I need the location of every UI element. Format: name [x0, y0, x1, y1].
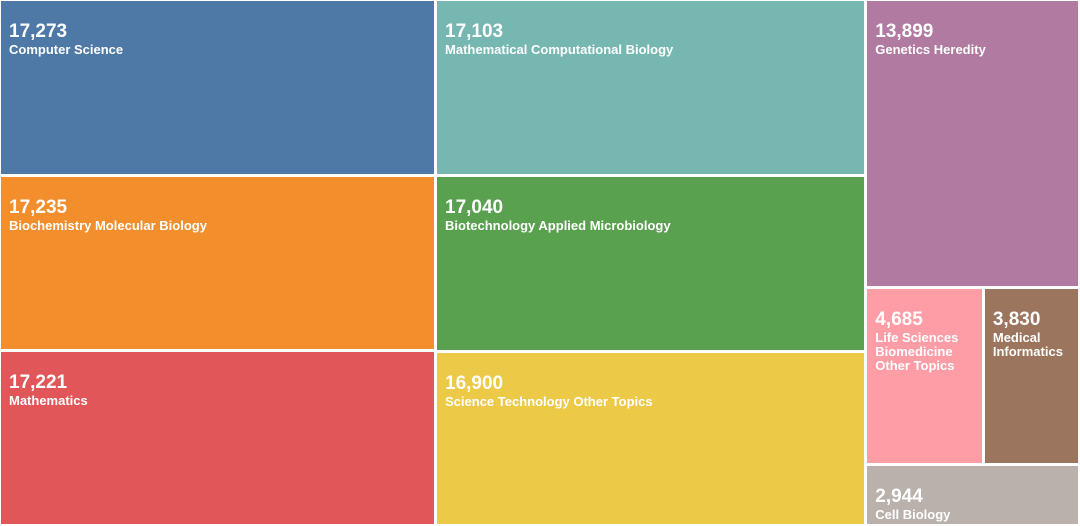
- tile-label: Genetics Heredity: [875, 42, 986, 57]
- tile-value: 17,103: [445, 21, 504, 42]
- tile-label: Science Technology Other Topics: [445, 393, 653, 409]
- tile-label: Cell Biology: [875, 506, 951, 522]
- tile-label: Mathematical Computational Biology: [445, 42, 674, 57]
- tile-label: Life Sciences Biomedicine Other Topics: [875, 330, 959, 374]
- tile-genetics-heredity[interactable]: 13,899 Genetics Heredity: [867, 1, 1078, 287]
- tile-cell-biology[interactable]: 2,944 Cell Biology: [867, 465, 1078, 524]
- tile-biochemistry-molecular-biology[interactable]: 17,235 Biochemistry Molecular Biology: [1, 176, 435, 349]
- tile-label: Computer Science: [9, 42, 124, 57]
- tile-value: 2,944: [875, 485, 923, 507]
- tile-mathematical-computational-biology[interactable]: 17,103 Mathematical Computational Biology: [437, 1, 865, 175]
- tile-label: Biotechnology Applied Microbiology: [445, 218, 671, 234]
- tile-value: 17,273: [9, 21, 68, 42]
- tile-value: 17,221: [9, 371, 68, 393]
- tile-label: Mathematics: [9, 392, 88, 408]
- tile-value: 13,899: [875, 21, 934, 42]
- tile-label: Biochemistry Molecular Biology: [9, 217, 207, 233]
- tile-computer-science[interactable]: 17,273 Computer Science: [1, 1, 435, 174]
- tile-label: Medical Informatics: [992, 330, 1063, 360]
- tile-value: 16,900: [445, 372, 504, 394]
- tile-science-technology-other-topics[interactable]: 16,900 Science Technology Other Topics: [437, 352, 865, 524]
- tile-value: 3,830: [992, 309, 1041, 331]
- tile-value: 17,235: [9, 196, 68, 218]
- tile-life-sciences-biomedicine-other-topics[interactable]: 4,685 Life Sciences Biomedicine Other Top…: [867, 289, 982, 463]
- tile-value: 4,685: [875, 309, 923, 331]
- tile-biotechnology-applied-microbiology[interactable]: 17,040 Biotechnology Applied Microbiology: [437, 177, 865, 350]
- tile-value: 17,040: [445, 197, 504, 219]
- tile-medical-informatics[interactable]: 3,830 Medical Informatics: [984, 289, 1078, 463]
- tile-mathematics[interactable]: 17,221 Mathematics: [1, 351, 435, 524]
